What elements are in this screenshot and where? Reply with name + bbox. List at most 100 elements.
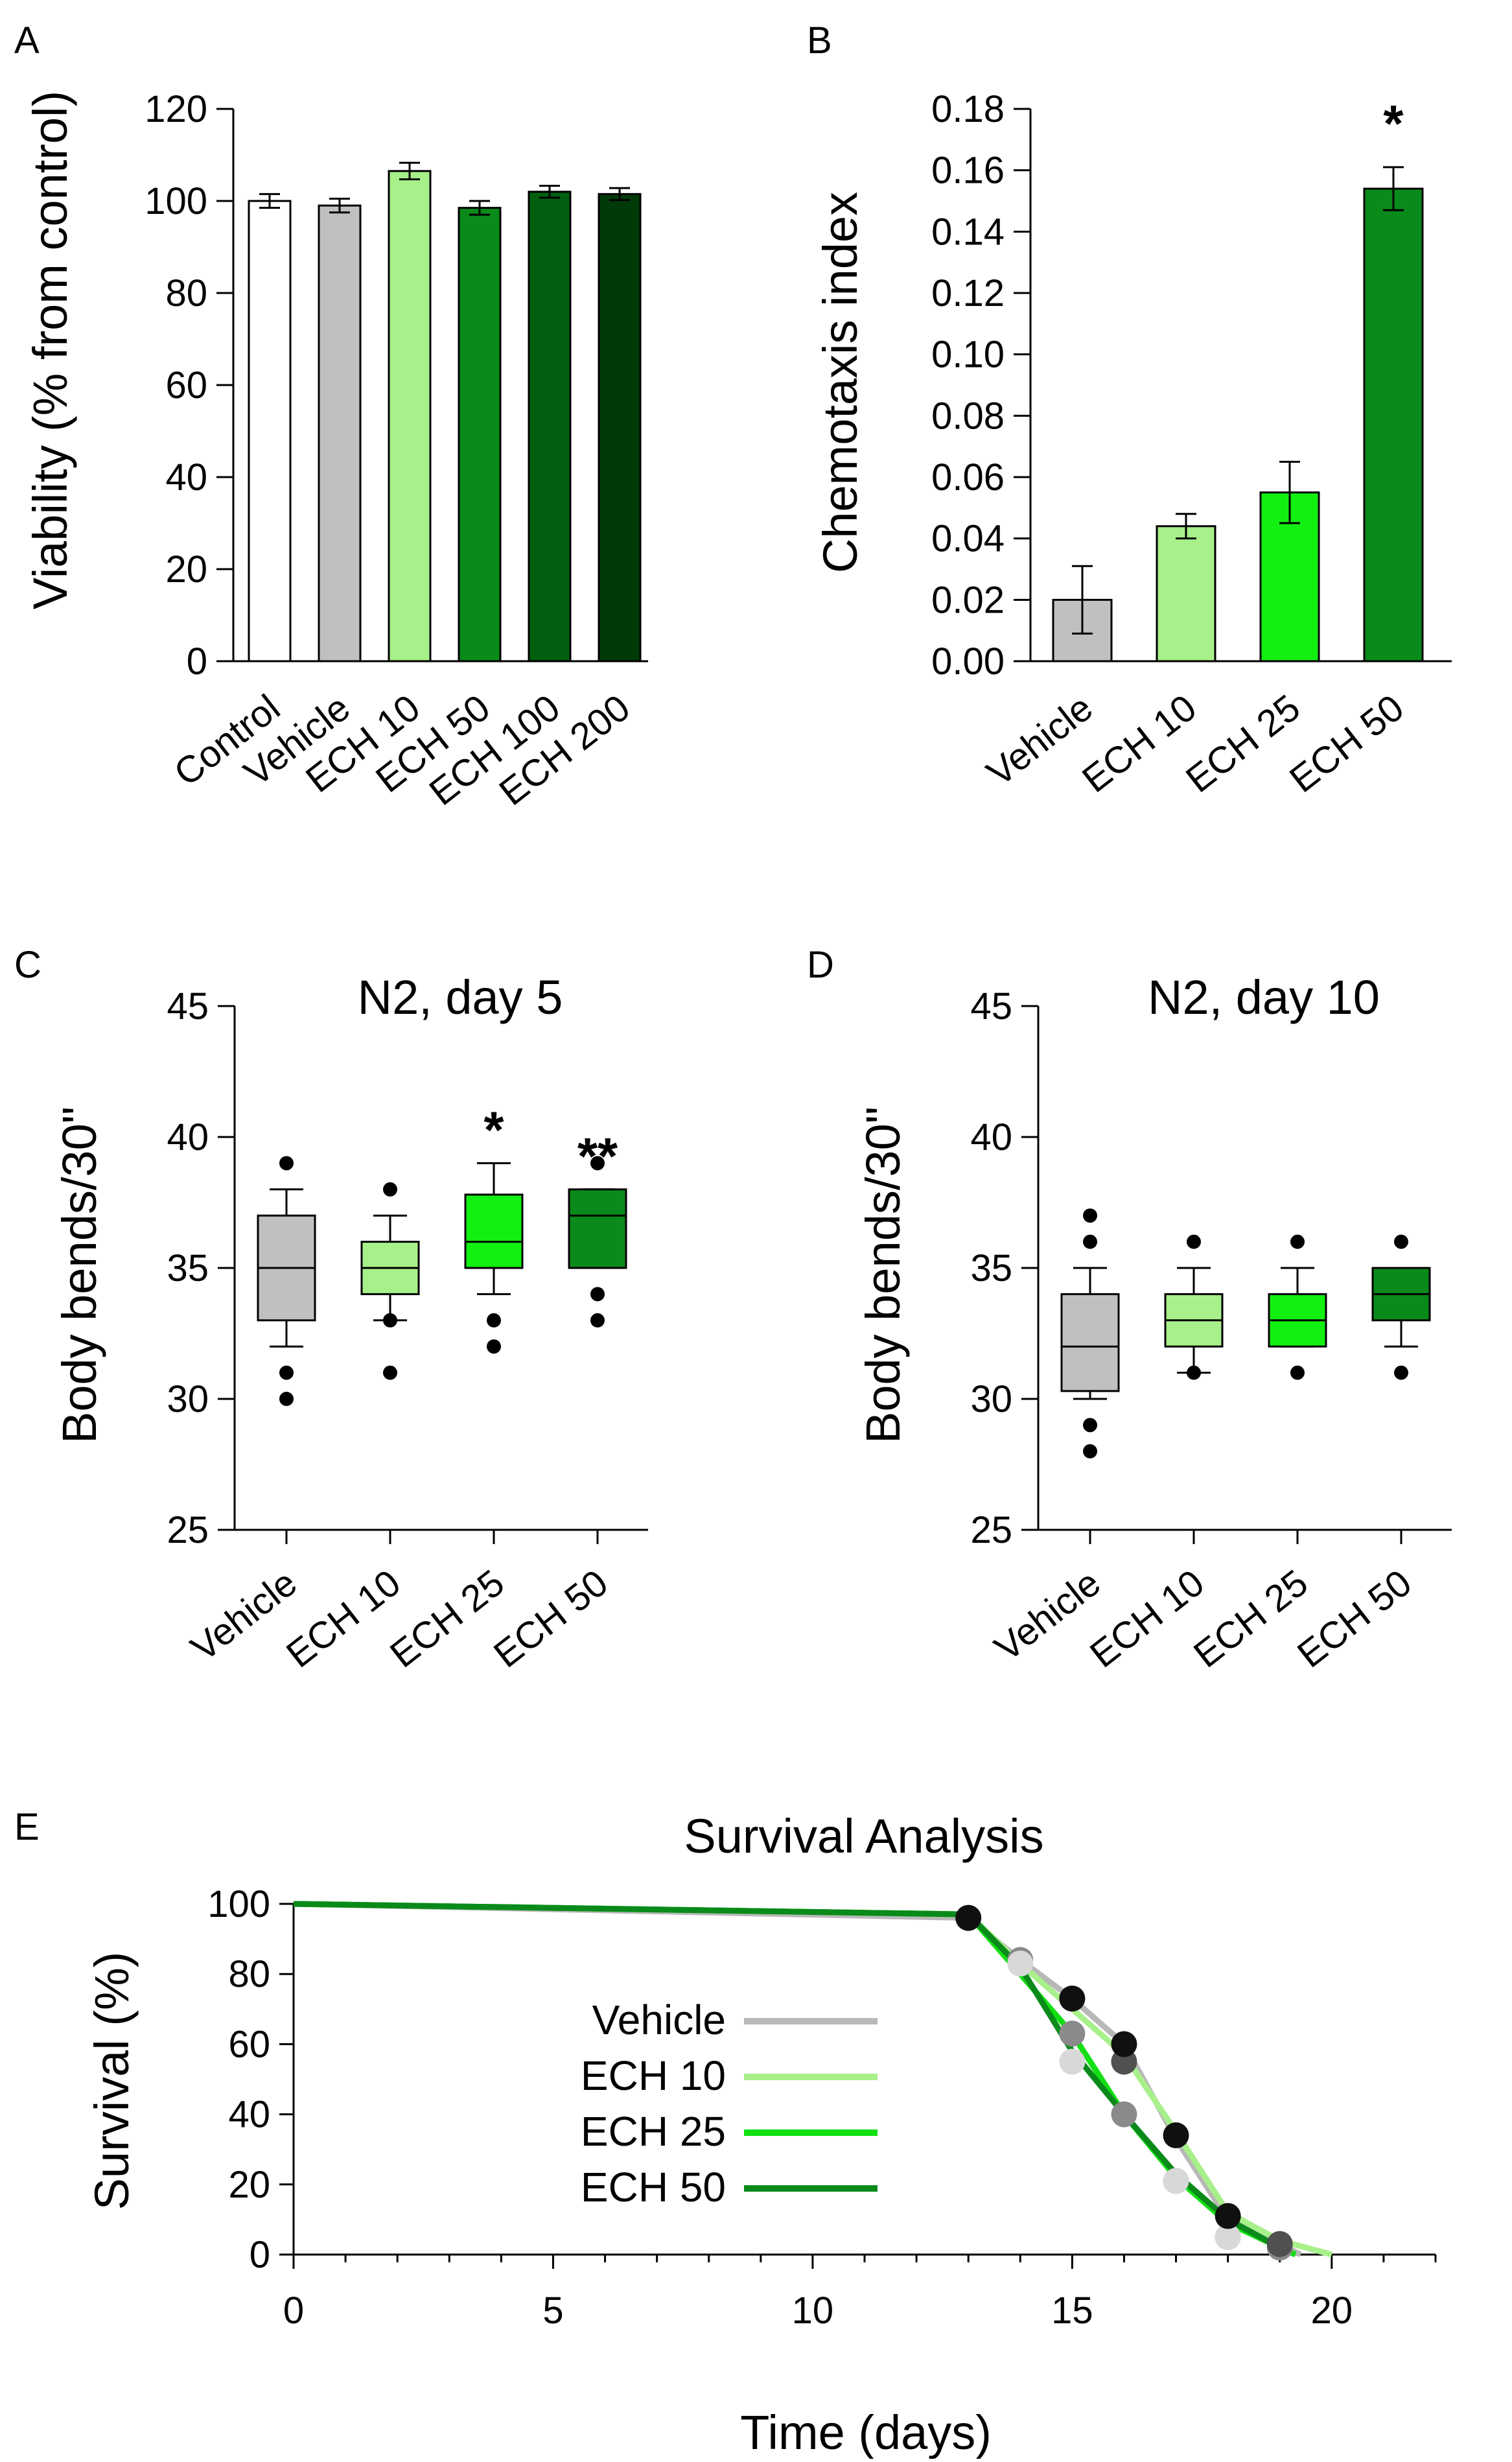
e-x-tick-label: 10 — [792, 2290, 834, 2332]
panel-e-marks — [293, 1901, 1332, 2261]
b-y-tick-label: 0.04 — [931, 518, 1005, 560]
panel-e-xlabel: Time (days) — [740, 2406, 992, 2459]
c-y-tick-label: 45 — [167, 985, 209, 1027]
b-y-tick-label: 0.00 — [931, 640, 1005, 683]
panel-b-marks: * — [1052, 95, 1424, 662]
e-x-tick-label: 20 — [1311, 2290, 1353, 2332]
panel-c-ylabel: Body bends/30" — [52, 1107, 106, 1444]
a-y-tick-label: 100 — [145, 180, 207, 222]
b-x-tick-label: ECH 25 — [1178, 686, 1308, 801]
panel-letter-c: C — [14, 944, 41, 986]
e-series-marker-0 — [1059, 2021, 1086, 2047]
c-x-tick-label: ECH 10 — [279, 1562, 408, 1676]
c-y-tick-label: 25 — [167, 1509, 209, 1551]
d-outlier-point — [1083, 1444, 1097, 1459]
b-y-tick-label: 0.12 — [931, 272, 1005, 314]
panel-d: D N2, day 10 Body bends/30" 2530354045Ve… — [807, 944, 1452, 1676]
c-y-tick-label: 40 — [167, 1116, 209, 1158]
panel-letter-a: A — [14, 19, 40, 62]
e-x-tick-label: 0 — [283, 2290, 304, 2332]
d-outlier-point — [1290, 1234, 1305, 1249]
c-outlier-point — [383, 1365, 397, 1380]
e-x-tick-label: 5 — [542, 2290, 563, 2332]
c-outlier-point — [487, 1313, 501, 1328]
panel-e: E Survival Analysis Survival (%) Time (d… — [14, 1806, 1437, 2459]
b-y-tick-label: 0.02 — [931, 579, 1005, 621]
c-significance-label: ** — [577, 1127, 618, 1185]
c-outlier-point — [279, 1392, 294, 1406]
e-series-marker-3 — [955, 1905, 982, 1931]
e-y-tick-label: 100 — [207, 1883, 270, 1925]
a-y-tick-label: 120 — [145, 88, 207, 130]
c-outlier-point — [590, 1313, 605, 1328]
e-y-tick-label: 20 — [228, 2164, 270, 2206]
panel-e-axes: 0 20 40 60 80 100 0 5 10 15 20 — [207, 1883, 1437, 2332]
d-y-tick-label: 25 — [970, 1509, 1012, 1551]
panel-c-marks: * ** — [257, 1101, 627, 1406]
a-bar — [458, 207, 502, 662]
b-x-tick-label: ECH 10 — [1075, 686, 1204, 801]
c-outlier-point — [279, 1156, 294, 1171]
c-y-tick-label: 30 — [167, 1378, 209, 1420]
panel-letter-b: B — [807, 19, 832, 62]
a-bar — [388, 170, 432, 662]
e-legend-label: ECH 50 — [581, 2164, 726, 2210]
panel-d-title: N2, day 10 — [1148, 970, 1380, 1024]
panel-d-marks — [1060, 1208, 1431, 1459]
d-y-tick-label: 40 — [970, 1116, 1012, 1158]
panel-a: A Viability (% from control) 0 20 40 60 80 10… — [14, 19, 648, 814]
panel-b: B Chemotaxis index 0.00 0.02 0.04 0.06 0.08 0… — [807, 19, 1452, 801]
d-box — [1060, 1293, 1120, 1392]
e-legend-label: ECH 25 — [581, 2108, 726, 2155]
a-bar — [598, 193, 642, 662]
a-y-tick-label: 0 — [187, 640, 207, 683]
panel-c-title: N2, day 5 — [358, 970, 563, 1024]
c-outlier-point — [279, 1365, 294, 1380]
a-bar — [528, 191, 572, 662]
d-outlier-point — [1290, 1365, 1305, 1380]
e-y-tick-label: 60 — [228, 2023, 270, 2065]
a-bar — [248, 200, 292, 662]
panel-letter-d: D — [807, 944, 834, 986]
e-y-tick-label: 80 — [228, 1953, 270, 1995]
c-y-tick-label: 35 — [167, 1247, 209, 1289]
e-series-marker-2 — [1266, 2231, 1293, 2257]
e-series-marker-1 — [1163, 2168, 1189, 2194]
e-series-marker-0 — [1111, 2101, 1137, 2128]
b-y-tick-label: 0.08 — [931, 395, 1005, 437]
panel-a-ylabel: Viability (% from control) — [23, 91, 77, 610]
d-outlier-point — [1083, 1208, 1097, 1223]
e-series-marker-3 — [1111, 2031, 1137, 2058]
panel-d-ylabel: Body bends/30" — [856, 1107, 910, 1444]
c-significance-label: * — [483, 1101, 504, 1158]
a-y-tick-label: 60 — [165, 364, 207, 406]
e-series-marker-3 — [1163, 2122, 1189, 2149]
d-outlier-point — [1083, 1234, 1097, 1249]
c-outlier-point — [383, 1313, 397, 1328]
b-y-tick-label: 0.18 — [931, 88, 1005, 130]
b-bar — [1363, 187, 1424, 662]
e-series-marker-3 — [1059, 1986, 1086, 2012]
panel-a-marks — [248, 161, 642, 662]
c-x-tick-label: ECH 25 — [382, 1562, 512, 1676]
panel-letter-e: E — [14, 1806, 40, 1848]
d-x-tick-label: ECH 25 — [1186, 1562, 1316, 1676]
a-y-tick-label: 40 — [165, 456, 207, 498]
b-y-tick-label: 0.06 — [931, 456, 1005, 498]
b-bar — [1156, 525, 1216, 662]
panel-b-ylabel: Chemotaxis index — [813, 192, 867, 573]
c-x-tick-label: ECH 50 — [486, 1562, 616, 1676]
a-bar — [318, 204, 362, 662]
panel-e-legend: Vehicle ECH 10 ECH 25 ECH 50 — [581, 1997, 878, 2210]
d-y-tick-label: 30 — [970, 1378, 1012, 1420]
e-y-tick-label: 0 — [250, 2234, 270, 2276]
e-series-marker-1 — [1059, 2048, 1086, 2075]
a-y-tick-label: 80 — [165, 272, 207, 314]
e-y-tick-label: 40 — [228, 2094, 270, 2136]
b-y-tick-label: 0.14 — [931, 211, 1005, 253]
c-outlier-point — [590, 1156, 605, 1171]
c-box — [464, 1193, 524, 1269]
panel-e-ylabel: Survival (%) — [85, 1952, 139, 2210]
